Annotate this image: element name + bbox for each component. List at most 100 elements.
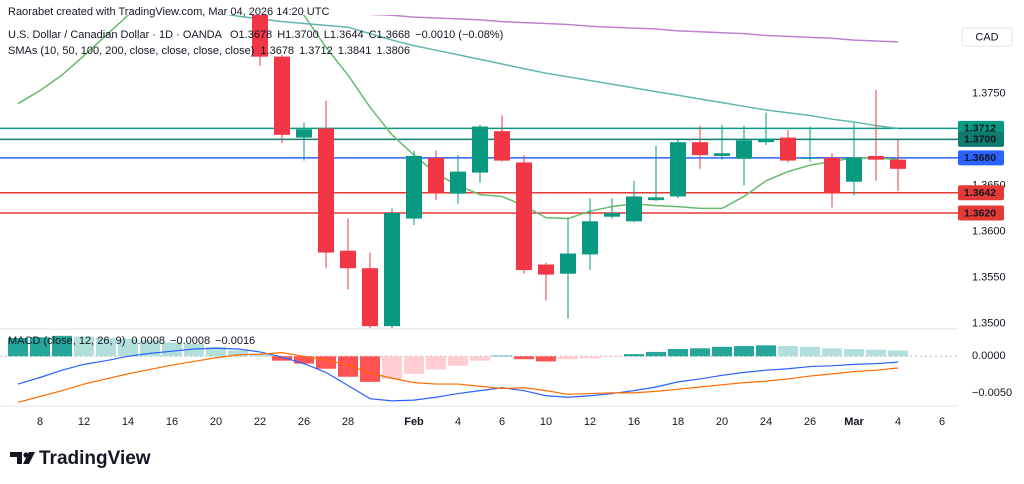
histogram-bar <box>96 338 116 357</box>
candle-body <box>318 128 334 253</box>
histogram-bar <box>646 351 666 357</box>
candle-body <box>362 268 378 327</box>
candle-body <box>846 157 862 182</box>
ohlc-key: L <box>324 29 330 41</box>
macd-hist-value: 0.0008 <box>131 335 165 347</box>
macd-tick-label: −0.0050 <box>972 387 1012 399</box>
price-pane <box>0 15 958 328</box>
level-label: 1.3700 <box>964 134 996 146</box>
candle-body <box>516 162 532 271</box>
histogram-bar <box>52 335 72 357</box>
candle-body <box>340 250 356 269</box>
candle-body <box>802 157 818 159</box>
macd-title: MACD (close, 12, 26, 9) <box>8 335 125 347</box>
x-tick-label: 24 <box>760 416 772 428</box>
candle-body <box>450 171 466 194</box>
candle-body <box>472 126 488 173</box>
ohlc-value: 1.3644 <box>330 29 364 41</box>
histogram-bar <box>866 349 886 357</box>
histogram-bar <box>668 349 688 357</box>
histogram-bar <box>360 356 380 382</box>
level-label: 1.3620 <box>964 207 996 219</box>
macd-legend-value: −0.0008 <box>170 335 210 347</box>
candle-body <box>824 157 840 193</box>
level-label: 1.3712 <box>964 123 996 135</box>
candle-body <box>538 264 554 275</box>
x-tick-label: 16 <box>628 416 640 428</box>
y-tick-label: 1.3600 <box>972 225 1006 237</box>
logo-text: TradingView <box>39 448 151 469</box>
candle-body <box>274 56 290 135</box>
histogram-bar <box>184 343 204 357</box>
indicator-value: 1.3841 <box>338 45 372 57</box>
attribution: Raorabet created with TradingView.com, M… <box>8 6 329 18</box>
indicator-value: 1.3678 <box>260 45 294 57</box>
histogram-bar <box>74 336 94 357</box>
x-tick-label: 14 <box>122 416 134 428</box>
histogram-bar <box>492 355 512 357</box>
x-tick-label: 28 <box>342 416 354 428</box>
indicator-value: 1.3806 <box>376 45 410 57</box>
histogram-bar <box>580 356 600 359</box>
level-label-box <box>958 185 1004 201</box>
macd-line <box>17 352 899 403</box>
ohlc-value: 1.3678 <box>239 29 273 41</box>
histogram-bar <box>162 342 182 357</box>
candle-body <box>626 196 642 222</box>
histogram-bar <box>294 356 314 364</box>
logo-icon <box>10 452 22 464</box>
overlay: Raorabet created with TradingView.com, M… <box>8 6 1013 428</box>
level-label-box <box>958 205 1004 221</box>
ohlc-key: O <box>230 29 239 41</box>
symbol-title: U.S. Dollar / Canadian Dollar · 1D · OAN… <box>8 29 223 41</box>
histogram-bar <box>8 338 28 357</box>
histogram-bar <box>778 346 798 357</box>
histogram-bar <box>470 356 490 361</box>
currency[interactable]: CAD <box>975 31 998 43</box>
histogram-bar <box>228 350 248 357</box>
x-tick-label: Feb <box>404 416 424 428</box>
candle-body <box>692 142 708 156</box>
x-tick-label: 4 <box>455 416 461 428</box>
x-tick-label: 26 <box>298 416 310 428</box>
x-tick-label: Mar <box>844 416 864 428</box>
histogram-bar <box>536 356 556 362</box>
candle-body <box>384 213 400 327</box>
histogram-bar <box>734 346 754 357</box>
histogram-bar <box>888 350 908 357</box>
y-tick-label: 1.3550 <box>972 271 1006 283</box>
x-tick-label: 4 <box>895 416 901 428</box>
histogram-bar <box>30 337 50 357</box>
indicator-name: SMAs (10, 50, 100, 200, close, close, cl… <box>8 45 254 57</box>
y-tick-label: 1.3750 <box>972 87 1006 99</box>
level-label: 1.3642 <box>964 187 996 199</box>
histogram-bar <box>250 354 270 357</box>
histogram-bar <box>602 356 622 358</box>
x-tick-label: 18 <box>672 416 684 428</box>
currency-box[interactable] <box>961 27 1013 47</box>
sma-line <box>368 15 899 43</box>
histogram-bar <box>448 356 468 366</box>
histogram-bar <box>338 356 358 377</box>
histogram-bar <box>404 356 424 374</box>
candle-body <box>296 129 312 138</box>
candle-body <box>758 138 774 143</box>
candle-body <box>582 221 598 255</box>
candle-body <box>604 213 620 217</box>
x-tick-label: 10 <box>540 416 552 428</box>
indicator-value: 1.3712 <box>299 45 333 57</box>
level-label: 1.3680 <box>964 152 996 164</box>
ohlc-value: 1.3700 <box>285 29 319 41</box>
x-tick-label: 16 <box>166 416 178 428</box>
macd-legend-value: −0.0016 <box>215 335 255 347</box>
candle-body <box>736 140 752 159</box>
candle-body <box>648 197 664 201</box>
histogram-bar <box>316 356 336 369</box>
candle-body <box>428 157 444 193</box>
histogram-bar <box>800 346 820 357</box>
change: −0.0010 (−0.08%) <box>415 29 503 41</box>
x-tick-label: 22 <box>254 416 266 428</box>
level-label-box <box>958 131 1004 147</box>
